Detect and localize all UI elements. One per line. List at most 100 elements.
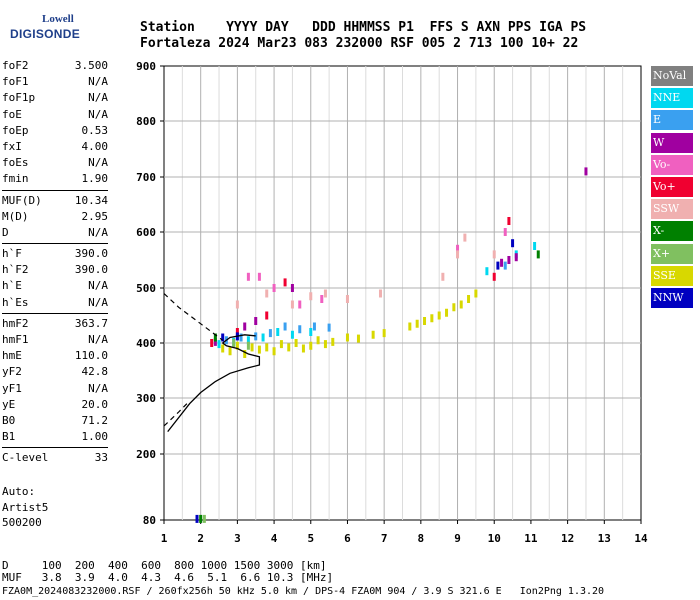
echo-point-ssw <box>345 295 349 303</box>
param-row: fmin 1.90 <box>2 171 108 187</box>
echo-point-nne <box>533 242 537 250</box>
param-key: h`E <box>2 279 22 293</box>
electron-density-profile <box>167 334 261 433</box>
auto-version: 500200 <box>2 516 42 529</box>
echo-point-nnw <box>496 261 500 270</box>
param-value: N/A <box>88 107 108 121</box>
echo-point-w <box>290 284 294 292</box>
echo-point-sse <box>467 295 471 303</box>
param-key: fmin <box>2 172 29 186</box>
legend-item-vo-: Vo+ <box>651 176 693 197</box>
echo-point-vo- <box>265 311 269 320</box>
param-row: yF1 N/A <box>2 381 108 397</box>
param-row: h`F 390.0 <box>2 246 108 262</box>
param-row: foF1 N/A <box>2 74 108 90</box>
echo-point-e <box>312 322 316 331</box>
param-value: 110.0 <box>74 349 108 363</box>
echo-point-x- <box>536 250 540 259</box>
param-value: N/A <box>88 225 108 239</box>
logo-digisonde-text: DIGISONDE <box>10 27 81 41</box>
param-row: h`Es N/A <box>2 295 108 311</box>
echo-point-ssw <box>456 250 460 259</box>
param-value: N/A <box>88 333 108 346</box>
param-key: yF1 <box>2 381 22 395</box>
param-row: yE 20.0 <box>2 397 108 413</box>
echo-point-sse <box>408 322 412 331</box>
polarization-legend: NoVal NNE E W Vo- Vo+ SSW X- X+ SSE NNW <box>651 66 693 310</box>
echo-point-sse <box>235 341 239 350</box>
echo-point-sse <box>316 336 320 345</box>
param-value: N/A <box>88 75 108 89</box>
echo-point-sse <box>221 344 225 353</box>
param-value: 10.34 <box>74 193 108 207</box>
param-key: h`F <box>2 247 22 261</box>
echo-point-sse <box>459 300 463 309</box>
echo-point-w <box>507 256 511 264</box>
auto-label: Auto: <box>2 485 36 498</box>
param-value: N/A <box>88 156 108 170</box>
param-value: 2.95 <box>81 209 109 223</box>
echo-point-sse <box>345 333 349 342</box>
echo-point-vo- <box>210 339 214 347</box>
station-header: Station YYYY DAY DDD HHMMSS P1 FFS S AXN… <box>140 20 586 52</box>
param-key: fxI <box>2 139 22 153</box>
param-key: M(D) <box>2 209 29 223</box>
echo-point-sse <box>294 339 298 347</box>
echo-point-sse <box>301 344 305 353</box>
x-tick-label: 4 <box>271 532 278 545</box>
echo-point-ssw <box>309 292 313 301</box>
echo-point-ssw <box>492 250 496 259</box>
echo-point-x- <box>202 514 206 523</box>
legend-item-sse: SSE <box>651 265 693 286</box>
distance-row: D 100 200 400 600 800 1000 1500 3000 [km… <box>2 559 327 572</box>
x-tick-label: 3 <box>234 532 241 545</box>
x-tick-label: 9 <box>454 532 461 545</box>
profile-extrapolation-high <box>163 293 224 341</box>
param-separator <box>2 189 108 191</box>
legend-item-x-: X+ <box>651 243 693 264</box>
param-value: 1.90 <box>81 172 109 186</box>
param-row: D N/A <box>2 225 108 241</box>
echo-point-ssw <box>463 233 467 242</box>
auto-artist: Artist5 <box>2 500 49 514</box>
echo-point-w <box>243 322 247 331</box>
echo-point-nne <box>309 328 313 336</box>
echo-point-sse <box>356 334 360 343</box>
echo-point-x- <box>246 341 250 350</box>
param-value: 42.8 <box>81 365 109 379</box>
echo-point-vo- <box>235 328 239 336</box>
header-line-2: Fortaleza 2024 Mar23 083 232000 RSF 005 … <box>140 36 579 51</box>
echo-point-sse <box>243 350 247 358</box>
param-row: foEp 0.53 <box>2 123 108 139</box>
echo-point-sse <box>250 343 254 352</box>
y-tick-label: 700 <box>136 171 156 184</box>
x-tick-label: 12 <box>561 532 574 545</box>
echo-point-sse <box>430 314 434 323</box>
y-tick-label: 300 <box>136 392 156 405</box>
param-row: B1 1.00 <box>2 429 108 445</box>
param-value: N/A <box>88 91 108 105</box>
muf-table: D 100 200 400 600 800 1000 1500 3000 [km… <box>2 560 333 584</box>
x-tick-label: 13 <box>598 532 611 545</box>
echo-point-x- <box>199 514 203 523</box>
echo-point-nnw <box>195 514 199 523</box>
x-tick-label: 14 <box>634 532 648 545</box>
echo-point-e <box>298 325 302 334</box>
param-value: 363.7 <box>74 316 108 330</box>
legend-item-ssw: SSW <box>651 199 693 220</box>
param-row: C-level 33 <box>2 450 108 466</box>
x-tick-label: 11 <box>524 532 538 545</box>
param-value: 33 <box>94 451 108 465</box>
parameter-panel: foF2 3.500 foF1 N/A foF1p N/A foE N/A foEp 0.53 fx… <box>2 58 108 467</box>
echo-point-sse <box>437 311 441 320</box>
param-value: N/A <box>88 279 108 293</box>
echo-point-vo- <box>283 278 287 287</box>
echo-point-sse <box>474 289 478 298</box>
echo-point-e <box>254 332 258 341</box>
param-row: hmF2 363.7 <box>2 316 108 332</box>
param-value: 1.00 <box>81 430 109 444</box>
echo-point-vo- <box>507 217 511 225</box>
param-value: 71.2 <box>81 413 109 427</box>
legend-item-x-: X- <box>651 221 693 242</box>
